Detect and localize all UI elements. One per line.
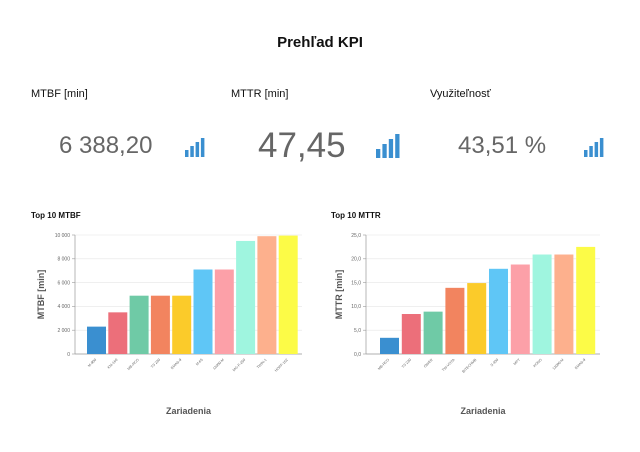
bar bbox=[278, 235, 298, 354]
icon-bar bbox=[388, 139, 394, 158]
icon-bar bbox=[599, 138, 604, 157]
y-tick-label: 10 000 bbox=[55, 233, 71, 239]
mttr-bar-chart: 0,0 5,0 10,0 15,0 20,0 25,0 MB-RCO TS 230 OWER TW… bbox=[334, 233, 600, 416]
x-tick-label: MPT bbox=[513, 357, 522, 366]
bar bbox=[401, 314, 421, 354]
x-tick-label: TW-VOTA bbox=[441, 357, 456, 372]
bar bbox=[532, 254, 552, 354]
bar bbox=[510, 264, 530, 354]
bar bbox=[380, 337, 399, 354]
bar-chart-icon bbox=[185, 138, 205, 157]
icon-bar bbox=[190, 146, 194, 157]
x-tick-label: EMAS-9 bbox=[574, 358, 586, 370]
bar-chart-icon bbox=[584, 138, 604, 157]
icon-bar bbox=[195, 142, 200, 157]
kpi-mttr-label: MTTR [min] bbox=[231, 88, 289, 100]
x-tick-label: OWER bbox=[423, 358, 434, 369]
y-axis-label: MTTR [min] bbox=[334, 270, 344, 320]
bar bbox=[423, 311, 443, 354]
bar bbox=[172, 295, 192, 354]
x-tick-label: S 400 bbox=[490, 358, 499, 367]
chart-mtbf-title: Top 10 MTBF bbox=[31, 211, 81, 220]
kpi-mtbf-value: 6 388,20 bbox=[59, 132, 153, 159]
x-tick-label: M-65 bbox=[195, 358, 204, 367]
icon-bar bbox=[589, 146, 593, 157]
x-tick-label: 12000-M bbox=[552, 358, 565, 371]
icon-bar bbox=[584, 150, 588, 157]
x-axis-label: Zariadenia bbox=[166, 406, 212, 416]
icon-bar bbox=[382, 144, 387, 158]
bar bbox=[193, 269, 213, 354]
bar bbox=[214, 269, 234, 354]
y-tick-label: 10,0 bbox=[351, 304, 361, 310]
bar bbox=[467, 283, 487, 354]
y-tick-label: 5,0 bbox=[354, 328, 361, 334]
kpi-utilization-label: Využiteľnosť bbox=[430, 88, 491, 100]
bar bbox=[576, 246, 596, 354]
y-axis-label: MTBF [min] bbox=[36, 270, 46, 320]
y-tick-label: 6 000 bbox=[57, 280, 70, 286]
y-tick-label: 8 000 bbox=[57, 257, 70, 263]
y-tick-label: 25,0 bbox=[351, 233, 361, 239]
kpi-mttr-value: 47,45 bbox=[258, 126, 346, 165]
y-tick-label: 4 000 bbox=[57, 304, 70, 310]
bar bbox=[108, 312, 128, 354]
y-tick-label: 0 bbox=[67, 352, 70, 358]
bar bbox=[445, 287, 465, 354]
y-tick-label: 0,0 bbox=[354, 352, 361, 358]
bar bbox=[150, 295, 170, 354]
page-title: Prehľad KPI bbox=[277, 34, 363, 51]
icon-bar bbox=[395, 134, 400, 158]
chart-mttr-title: Top 10 MTTR bbox=[331, 211, 381, 220]
x-tick-label: TS 230 bbox=[150, 358, 161, 369]
icon-bar bbox=[200, 138, 205, 157]
x-tick-label: KONO bbox=[532, 358, 542, 368]
icon-bar bbox=[376, 149, 381, 158]
bar bbox=[489, 268, 508, 354]
y-tick-label: 20,0 bbox=[351, 257, 361, 263]
icon-bar bbox=[185, 150, 189, 157]
bar-chart-icon bbox=[376, 134, 400, 158]
bar bbox=[129, 295, 149, 354]
icon-bar bbox=[594, 142, 599, 157]
x-tick-label: M-900 bbox=[87, 358, 97, 368]
x-tick-label: BITECHMB bbox=[461, 357, 477, 373]
x-axis-label: Zariadenia bbox=[460, 406, 506, 416]
x-tick-label: TS 230 bbox=[401, 358, 412, 369]
kpi-utilization-value: 43,51 % bbox=[458, 132, 547, 159]
bar bbox=[554, 254, 574, 354]
y-tick-label: 15,0 bbox=[351, 280, 361, 286]
bar bbox=[87, 326, 106, 354]
y-tick-label: 2 000 bbox=[57, 328, 70, 334]
x-tick-label: MB-RCO bbox=[377, 358, 390, 371]
bar bbox=[236, 240, 256, 354]
bar bbox=[257, 236, 277, 354]
x-tick-label: TWIN-1 bbox=[256, 358, 268, 370]
x-tick-label: KM-160 bbox=[107, 358, 119, 370]
kpi-mtbf-label: MTBF [min] bbox=[31, 88, 88, 100]
